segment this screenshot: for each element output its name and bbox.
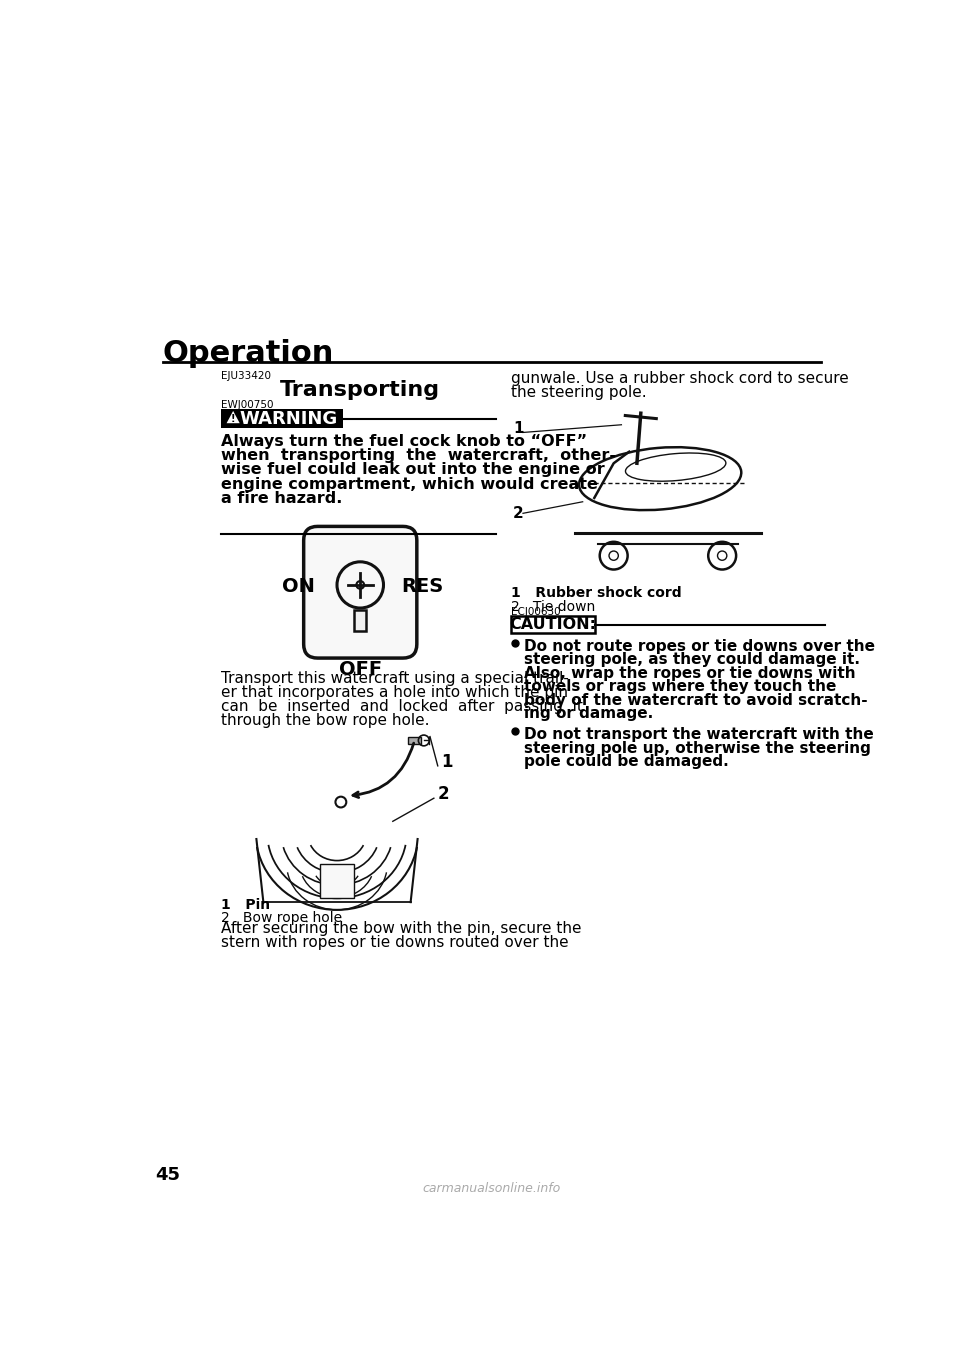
- Text: engine compartment, which would create: engine compartment, which would create: [221, 477, 598, 492]
- Text: towels or rags where they touch the: towels or rags where they touch the: [524, 679, 836, 694]
- Text: OFF: OFF: [339, 660, 382, 679]
- Text: EWJ00750: EWJ00750: [221, 401, 274, 410]
- Text: CAUTION:: CAUTION:: [510, 617, 597, 631]
- Text: 45: 45: [155, 1165, 180, 1184]
- Bar: [512, 617, 595, 633]
- Text: ON: ON: [282, 577, 315, 596]
- Text: 1: 1: [513, 421, 523, 436]
- Text: WARNING: WARNING: [239, 410, 337, 428]
- Text: 1   Pin: 1 Pin: [221, 898, 270, 913]
- Bar: [408, 736, 420, 744]
- Text: 2   Tie down: 2 Tie down: [512, 599, 595, 614]
- Text: Transporting: Transporting: [280, 380, 441, 401]
- Text: 2: 2: [513, 505, 523, 521]
- Text: gunwale. Use a rubber shock cord to secure: gunwale. Use a rubber shock cord to secu…: [512, 371, 850, 386]
- Text: steering pole up, otherwise the steering: steering pole up, otherwise the steering: [524, 741, 871, 756]
- Text: After securing the bow with the pin, secure the: After securing the bow with the pin, sec…: [221, 922, 581, 937]
- Polygon shape: [227, 411, 240, 424]
- Text: pole could be damaged.: pole could be damaged.: [524, 754, 729, 770]
- Text: a fire hazard.: a fire hazard.: [221, 492, 342, 507]
- Text: body of the watercraft to avoid scratch-: body of the watercraft to avoid scratch-: [524, 693, 868, 708]
- Text: Do not transport the watercraft with the: Do not transport the watercraft with the: [524, 728, 874, 743]
- Text: stern with ropes or tie downs routed over the: stern with ropes or tie downs routed ove…: [221, 936, 568, 951]
- Text: when  transporting  the  watercraft,  other-: when transporting the watercraft, other-: [221, 448, 615, 463]
- Bar: [320, 864, 354, 898]
- Text: er that incorporates a hole into which the pin: er that incorporates a hole into which t…: [221, 684, 567, 699]
- Text: 1: 1: [442, 754, 453, 771]
- Bar: [221, 409, 344, 428]
- Text: the steering pole.: the steering pole.: [512, 384, 647, 399]
- Text: Transport this watercraft using a special trail-: Transport this watercraft using a specia…: [221, 671, 568, 686]
- Bar: [354, 610, 367, 631]
- Text: ECJ00630: ECJ00630: [512, 607, 561, 618]
- Text: RES: RES: [401, 577, 444, 596]
- Text: through the bow rope hole.: through the bow rope hole.: [221, 713, 429, 728]
- Text: ing or damage.: ing or damage.: [524, 706, 653, 721]
- Text: Do not route ropes or tie downs over the: Do not route ropes or tie downs over the: [524, 638, 875, 653]
- Text: EJU33420: EJU33420: [221, 371, 271, 380]
- Text: can  be  inserted  and  locked  after  passing  it: can be inserted and locked after passing…: [221, 699, 583, 714]
- Text: steering pole, as they could damage it.: steering pole, as they could damage it.: [524, 652, 860, 667]
- Text: !: !: [231, 414, 235, 424]
- Text: 2: 2: [438, 785, 449, 804]
- Text: wise fuel could leak out into the engine or: wise fuel could leak out into the engine…: [221, 463, 605, 478]
- FancyBboxPatch shape: [303, 527, 417, 659]
- Text: 1   Rubber shock cord: 1 Rubber shock cord: [512, 587, 682, 600]
- Text: 2   Bow rope hole: 2 Bow rope hole: [221, 911, 342, 925]
- Text: Always turn the fuel cock knob to “OFF”: Always turn the fuel cock knob to “OFF”: [221, 435, 587, 449]
- Text: Also, wrap the ropes or tie downs with: Also, wrap the ropes or tie downs with: [524, 665, 855, 680]
- Text: Operation: Operation: [162, 338, 334, 368]
- Text: carmanualsonline.info: carmanualsonline.info: [422, 1181, 562, 1195]
